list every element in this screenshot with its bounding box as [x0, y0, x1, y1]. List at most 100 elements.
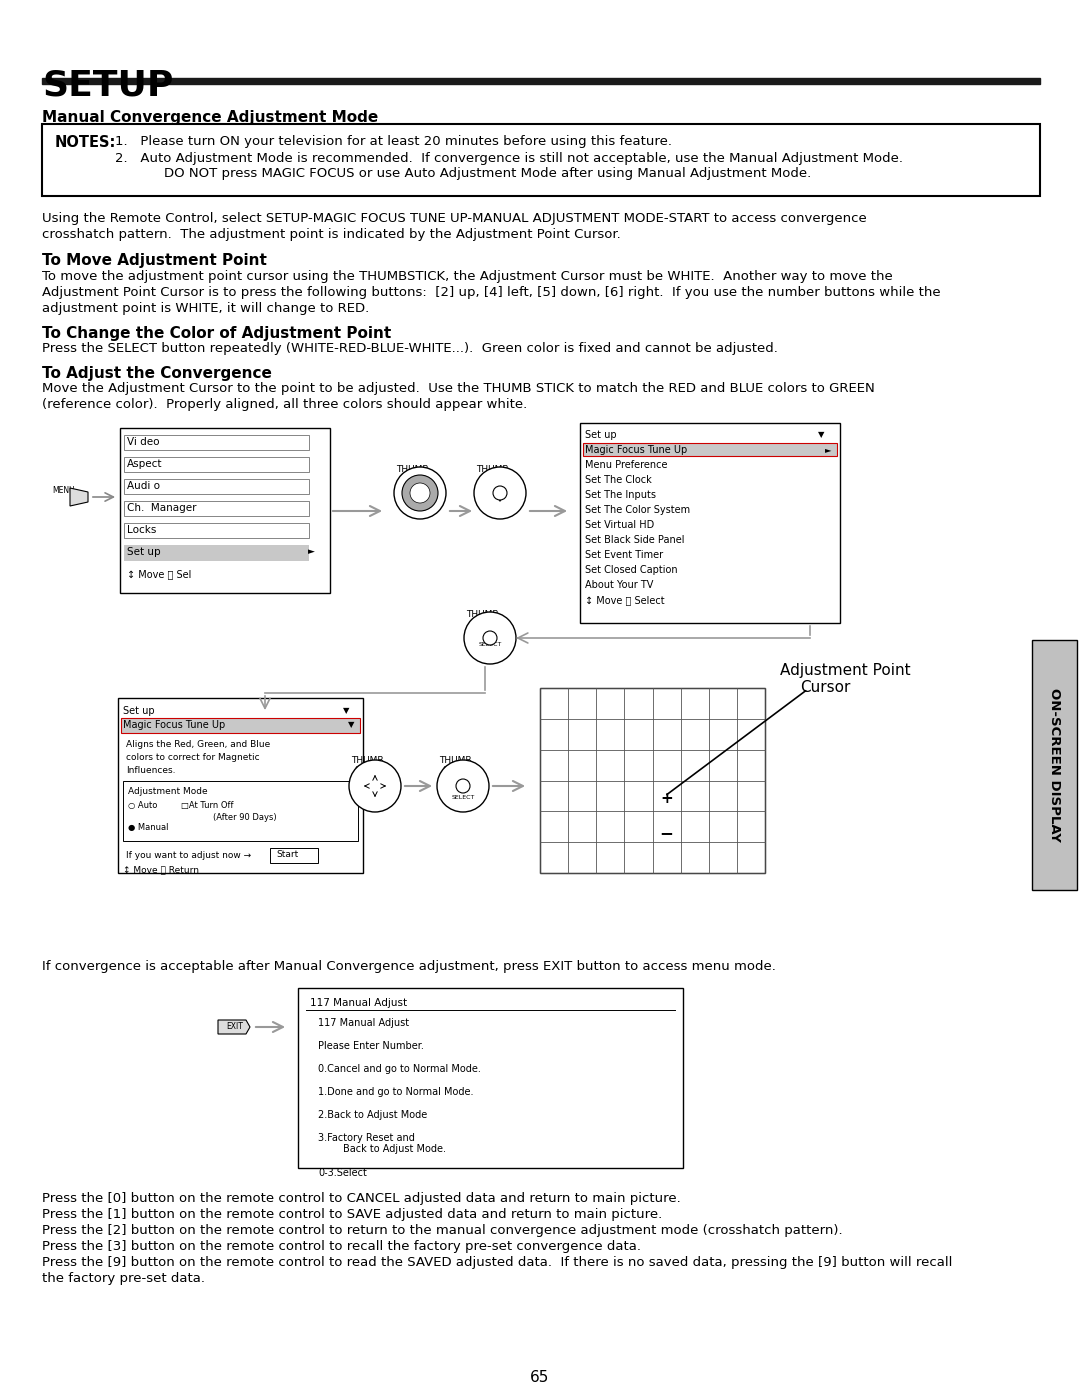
Text: Menu Preference: Menu Preference	[585, 460, 667, 469]
Text: Manual Convergence Adjustment Mode: Manual Convergence Adjustment Mode	[42, 110, 378, 124]
Text: Set up: Set up	[585, 430, 617, 440]
Text: Locks: Locks	[127, 525, 157, 535]
Text: the factory pre-set data.: the factory pre-set data.	[42, 1273, 205, 1285]
Text: If you want to adjust now →: If you want to adjust now →	[126, 851, 252, 861]
Text: Magic Focus Tune Up: Magic Focus Tune Up	[123, 719, 226, 731]
Circle shape	[349, 760, 401, 812]
Text: Press the [9] button on the remote control to read the SAVED adjusted data.  If : Press the [9] button on the remote contr…	[42, 1256, 953, 1268]
Text: Aspect: Aspect	[127, 460, 162, 469]
Circle shape	[474, 467, 526, 520]
Text: Influences.: Influences.	[126, 766, 175, 775]
Text: ↕ Move Ⓢ Return: ↕ Move Ⓢ Return	[123, 865, 199, 875]
Text: Press the [1] button on the remote control to SAVE adjusted data and return to m: Press the [1] button on the remote contr…	[42, 1208, 662, 1221]
Text: ▼: ▼	[348, 719, 354, 729]
Text: EXIT: EXIT	[226, 1023, 243, 1031]
Bar	[298, 988, 683, 1168]
Text: ▼: ▼	[818, 430, 824, 439]
Bar	[42, 78, 1040, 84]
Text: Aligns the Red, Green, and Blue: Aligns the Red, Green, and Blue	[126, 740, 270, 749]
Text: Vi deo: Vi deo	[127, 437, 160, 447]
Polygon shape	[70, 488, 87, 506]
Text: 117 Manual Adjust: 117 Manual Adjust	[310, 997, 407, 1009]
Text: 1.Done and go to Normal Mode.: 1.Done and go to Normal Mode.	[318, 1087, 473, 1097]
Bar	[540, 687, 765, 873]
Bar	[1032, 640, 1077, 890]
Text: Using the Remote Control, select SETUP-MAGIC FOCUS TUNE UP-MANUAL ADJUSTMENT MOD: Using the Remote Control, select SETUP-M…	[42, 212, 867, 225]
Bar	[583, 443, 837, 455]
Bar	[124, 522, 309, 538]
Text: ►: ►	[308, 548, 315, 556]
Text: Set The Color System: Set The Color System	[585, 504, 690, 515]
Bar	[580, 423, 840, 623]
Text: Set Virtual HD: Set Virtual HD	[585, 520, 654, 529]
Text: 117 Manual Adjust: 117 Manual Adjust	[318, 1018, 409, 1028]
Bar	[124, 434, 309, 450]
Text: 0.Cancel and go to Normal Mode.: 0.Cancel and go to Normal Mode.	[318, 1065, 481, 1074]
Text: (reference color).  Properly aligned, all three colors should appear white.: (reference color). Properly aligned, all…	[42, 398, 527, 411]
Text: 0-3.Select: 0-3.Select	[318, 1168, 367, 1178]
Text: Set Event Timer: Set Event Timer	[585, 550, 663, 560]
Text: THUMB
STICK: THUMB STICK	[438, 756, 471, 775]
Bar	[124, 545, 309, 562]
Text: To move the adjustment point cursor using the THUMBSTICK, the Adjustment Cursor : To move the adjustment point cursor usin…	[42, 270, 893, 284]
Text: 3.Factory Reset and: 3.Factory Reset and	[318, 1133, 415, 1143]
Text: Set The Clock: Set The Clock	[585, 475, 651, 485]
Bar	[124, 457, 309, 472]
Text: Adjustment Point: Adjustment Point	[780, 664, 910, 678]
Text: Set up: Set up	[127, 548, 161, 557]
Text: ↕ Move Ⓢ Select: ↕ Move Ⓢ Select	[585, 595, 664, 605]
Circle shape	[483, 631, 497, 645]
Text: 2.   Auto Adjustment Mode is recommended.  If convergence is still not acceptabl: 2. Auto Adjustment Mode is recommended. …	[114, 152, 903, 165]
Text: ↕ Move Ⓢ Sel: ↕ Move Ⓢ Sel	[127, 569, 191, 578]
Text: Set Closed Caption: Set Closed Caption	[585, 564, 677, 576]
Text: Ch.  Manager: Ch. Manager	[127, 503, 197, 513]
Text: SELECT: SELECT	[451, 795, 475, 800]
Text: crosshatch pattern.  The adjustment point is indicated by the Adjustment Point C: crosshatch pattern. The adjustment point…	[42, 228, 621, 242]
Text: +: +	[660, 791, 673, 806]
Text: THUMB
STICK: THUMB STICK	[476, 465, 509, 485]
Circle shape	[394, 467, 446, 520]
Text: To Adjust the Convergence: To Adjust the Convergence	[42, 366, 272, 381]
Text: THUMB
STICK: THUMB STICK	[351, 756, 383, 775]
Bar	[124, 479, 309, 495]
Text: Set Black Side Panel: Set Black Side Panel	[585, 535, 685, 545]
Text: To Move Adjustment Point: To Move Adjustment Point	[42, 253, 267, 268]
Text: Set up: Set up	[123, 705, 154, 717]
Polygon shape	[218, 1020, 249, 1034]
Text: Audi o: Audi o	[127, 481, 160, 490]
Text: DO NOT press MAGIC FOCUS or use Auto Adjustment Mode after using Manual Adjustme: DO NOT press MAGIC FOCUS or use Auto Adj…	[130, 168, 811, 180]
Bar	[540, 781, 765, 812]
Bar	[121, 718, 360, 733]
Text: MENU: MENU	[52, 486, 75, 495]
Circle shape	[492, 486, 507, 500]
Circle shape	[410, 483, 430, 503]
Text: About Your TV: About Your TV	[585, 580, 653, 590]
Text: THUMB
STICK: THUMB STICK	[465, 610, 498, 630]
Text: 2.Back to Adjust Mode: 2.Back to Adjust Mode	[318, 1111, 428, 1120]
Bar	[540, 719, 765, 750]
Text: Move the Adjustment Cursor to the point to be adjusted.  Use the THUMB STICK to : Move the Adjustment Cursor to the point …	[42, 381, 875, 395]
Text: Adjustment Point Cursor is to press the following buttons:  [2] up, [4] left, [5: Adjustment Point Cursor is to press the …	[42, 286, 941, 299]
Text: Set The Inputs: Set The Inputs	[585, 490, 656, 500]
Text: (After 90 Days): (After 90 Days)	[213, 813, 276, 821]
Bar	[118, 698, 363, 873]
Text: 1.   Please turn ON your television for at least 20 minutes before using this fe: 1. Please turn ON your television for at…	[114, 136, 672, 148]
Circle shape	[437, 760, 489, 812]
Text: SELECT: SELECT	[408, 497, 432, 502]
Bar	[123, 781, 357, 841]
Text: Please Enter Number.: Please Enter Number.	[318, 1041, 423, 1051]
Text: 65: 65	[530, 1370, 550, 1384]
Text: Press the [2] button on the remote control to return to the manual convergence a: Press the [2] button on the remote contr…	[42, 1224, 842, 1236]
Text: Adjustment Mode: Adjustment Mode	[129, 787, 207, 796]
Text: Start: Start	[276, 849, 298, 859]
Bar	[270, 848, 318, 863]
Text: ● Manual: ● Manual	[129, 823, 168, 833]
Text: ►: ►	[825, 446, 832, 454]
Text: ▼: ▼	[343, 705, 350, 715]
Text: colors to correct for Magnetic: colors to correct for Magnetic	[126, 753, 259, 761]
Text: Press the SELECT button repeatedly (WHITE-RED-BLUE-WHITE...).  Green color is fi: Press the SELECT button repeatedly (WHIT…	[42, 342, 778, 355]
Text: THUMB
STICK: THUMB STICK	[395, 465, 429, 485]
Bar	[120, 427, 330, 592]
Text: If convergence is acceptable after Manual Convergence adjustment, press EXIT but: If convergence is acceptable after Manua…	[42, 960, 775, 972]
Text: Back to Adjust Mode.: Back to Adjust Mode.	[318, 1144, 446, 1154]
